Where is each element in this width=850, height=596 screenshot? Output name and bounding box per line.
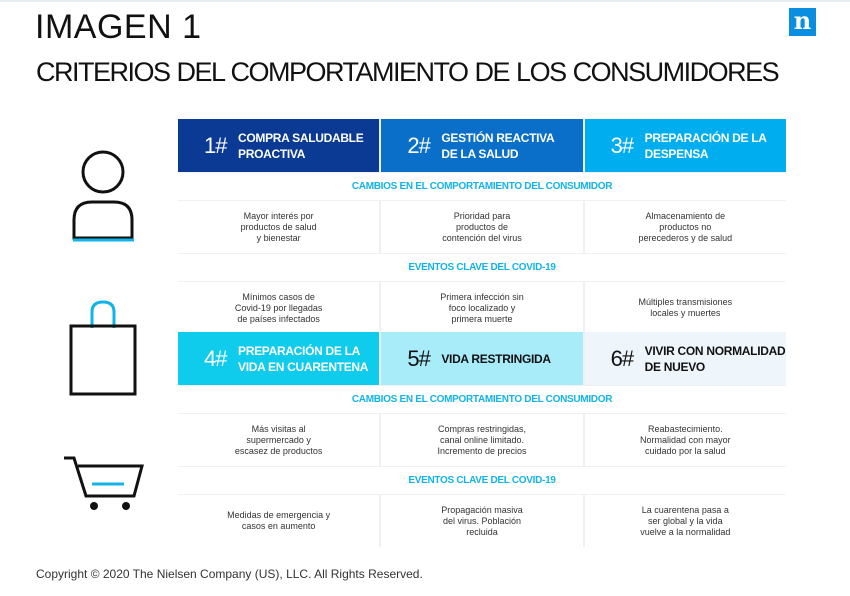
change-cell-2: Prioridad para productos de contención d… (381, 201, 583, 253)
shopping-cart-icon (64, 456, 144, 510)
phase-header-2: 2# Gestión reactiva de la salud (381, 119, 583, 172)
phase-title: Vivir con normalidad de nuevo (644, 343, 786, 374)
section-label-events: EVENTOS CLAVE DEL COVID-19 (178, 467, 786, 494)
phases-table-top: 1# Compra saludable proactiva 2# Gestión re… (178, 119, 786, 334)
event-cell-1: Mínimos casos de Covid-19 por llegadas d… (178, 282, 380, 334)
change-cell-4: Más visitas al supermercado y escasez de… (178, 414, 380, 466)
phase-header-row: 4# Preparación de la vida en cuarentena 5#… (178, 332, 786, 385)
phase-title: Preparación de la despensa (644, 130, 767, 161)
top-divider (0, 0, 850, 2)
phase-title: Compra saludable proactiva (238, 130, 364, 161)
phase-header-5: 5# Vida restringida (381, 332, 583, 385)
change-row: Mayor interés por productos de salud y b… (178, 201, 786, 253)
phase-title: Preparación de la vida en cuarentena (238, 343, 369, 374)
phase-number: 2# (407, 132, 430, 158)
change-row: Más visitas al supermercado y escasez de… (178, 414, 786, 466)
phase-title: Gestión reactiva de la salud (441, 130, 555, 161)
event-cell-4: Medidas de emergencia y casos en aumento (178, 495, 380, 547)
phase-header-1: 1# Compra saludable proactiva (178, 119, 380, 172)
phase-number: 3# (610, 132, 634, 158)
phases-table-bottom: 4# Preparación de la vida en cuarentena 5#… (178, 332, 786, 547)
event-row: Medidas de emergencia y casos en aumento… (178, 495, 786, 547)
event-cell-6: La cuarentena pasa a ser global y la vid… (584, 495, 786, 547)
image-label: IMAGEN 1 (35, 8, 202, 46)
event-cell-2: Primera infección sin foco localizado y … (381, 282, 583, 334)
changes-label: CAMBIOS EN EL COMPORTAMIENTO DEL CONSUMI… (351, 394, 613, 405)
events-label: EVENTOS CLAVE DEL COVID-19 (408, 475, 556, 486)
shopping-bag-icon (69, 300, 137, 396)
event-row: Mínimos casos de Covid-19 por llegadas d… (178, 282, 786, 334)
changes-label: CAMBIOS EN EL COMPORTAMIENTO DEL CONSUMI… (351, 181, 613, 192)
phase-header-3: 3# Preparación de la despensa (584, 119, 786, 172)
events-label: EVENTOS CLAVE DEL COVID-19 (408, 262, 556, 273)
nielsen-logo: n (789, 8, 816, 36)
event-cell-3: Múltiples transmisiones locales y muerte… (584, 282, 786, 334)
phase-number: 5# (407, 345, 430, 371)
section-label-changes: CAMBIOS EN EL COMPORTAMIENTO DEL CONSUMI… (178, 173, 786, 200)
change-cell-3: Almacenamiento de productos no pereceder… (584, 201, 786, 253)
phase-header-row: 1# Compra saludable proactiva 2# Gestión re… (178, 119, 786, 172)
phase-title: Vida restringida (441, 351, 551, 366)
phase-number: 4# (204, 345, 227, 371)
change-cell-6: Reabastecimiento. Normalidad con mayor c… (584, 414, 786, 466)
change-cell-5: Compras restringidas, canal online limit… (381, 414, 583, 466)
event-cell-5: Propagación masiva del virus. Población … (381, 495, 583, 547)
phase-header-6: 6# Vivir con normalidad de nuevo (584, 332, 786, 385)
change-cell-1: Mayor interés por productos de salud y b… (178, 201, 380, 253)
section-label-changes: CAMBIOS EN EL COMPORTAMIENTO DEL CONSUMI… (178, 386, 786, 413)
copyright: Copyright © 2020 The Nielsen Company (US… (36, 567, 423, 581)
phase-number: 6# (610, 345, 634, 371)
phase-number: 1# (204, 132, 227, 158)
person-icon (72, 150, 134, 242)
section-label-events: EVENTOS CLAVE DEL COVID-19 (178, 254, 786, 281)
phase-header-4: 4# Preparación de la vida en cuarentena (178, 332, 380, 385)
page-title: CRITERIOS DEL COMPORTAMIENTO DE LOS CONS… (36, 57, 780, 87)
